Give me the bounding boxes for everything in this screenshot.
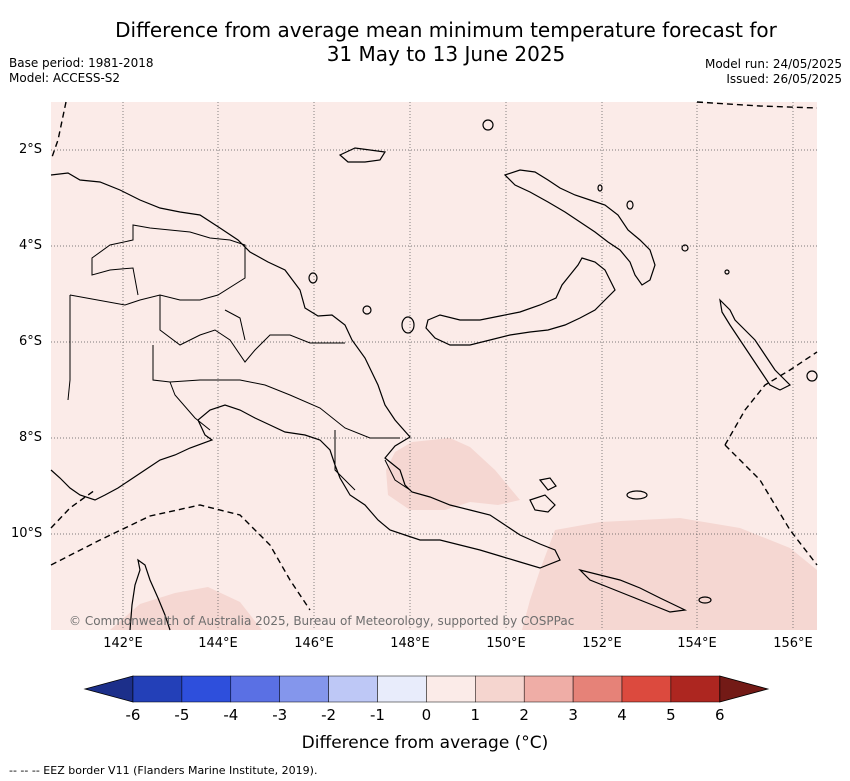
map-title: Difference from average mean minimum tem… [60, 18, 832, 66]
anomaly-patch-gulf [386, 438, 520, 510]
model-run: Model run: 24/05/2025 [704, 57, 842, 71]
lon-label-146e: 146°E [294, 636, 334, 651]
colorbar-swatch [621, 675, 672, 703]
colorbar-tick-label: 6 [715, 706, 725, 724]
title-line-2: 31 May to 13 June 2025 [326, 42, 566, 66]
colorbar-swatch [475, 675, 525, 703]
anomaly-patch-southeast [522, 518, 817, 630]
colorbar-swatch [377, 675, 427, 703]
eez-borders [50, 101, 818, 611]
lon-label-152e: 152°E [582, 636, 622, 651]
colorbar-tick-label: 3 [568, 706, 578, 724]
colorbar-title: Difference from average (°C) [301, 733, 549, 753]
colorbar-tick-label: 4 [617, 706, 627, 724]
colorbar [83, 675, 770, 703]
lon-label-144e: 144°E [198, 636, 238, 651]
anomaly-patch-southwest [110, 587, 262, 630]
colorbar-tick-label: -2 [321, 706, 337, 724]
colorbar-extension-high [719, 675, 770, 703]
colorbar-swatch [230, 675, 280, 703]
colorbar-tick-label: -6 [125, 706, 141, 724]
colorbar-swatch [523, 675, 574, 703]
colorbar-swatch [572, 675, 623, 703]
colorbar-extension-low [83, 675, 134, 703]
colorbar-tick-label: -3 [272, 706, 288, 724]
colorbar-tick-label: 5 [666, 706, 676, 724]
colorbar-swatch [279, 675, 329, 703]
coastlines [50, 119, 818, 631]
colorbar-tick-label: -5 [174, 706, 190, 724]
lat-label-4s: 4°S [19, 238, 43, 253]
gridlines [51, 102, 817, 630]
base-period: Base period: 1981-2018 [9, 56, 154, 70]
colorbar-tick-label: -1 [370, 706, 385, 724]
colorbar-tick-label: 0 [421, 706, 432, 724]
lon-label-156e: 156°E [773, 636, 813, 651]
lon-label-148e: 148°E [390, 636, 430, 651]
colorbar-swatch [132, 675, 183, 703]
lat-label-6s: 6°S [19, 334, 43, 349]
province-borders [67, 224, 411, 491]
lat-label-10s: 10°S [11, 526, 43, 541]
lat-label-2s: 2°S [19, 142, 43, 157]
copyright-notice: © Commonwealth of Australia 2025, Bureau… [69, 614, 575, 628]
colorbar-swatch [426, 675, 476, 703]
meta-left: Base period: 1981-2018 Model: ACCESS-S2 [9, 56, 154, 86]
lon-label-154e: 154°E [677, 636, 717, 651]
colorbar-swatch [670, 675, 721, 703]
colorbar-tick-label: 1 [470, 706, 481, 724]
colorbar-tick-label: -4 [223, 706, 239, 724]
colorbar-swatch [181, 675, 232, 703]
lat-label-8s: 8°S [19, 430, 43, 445]
colorbar-swatch [328, 675, 378, 703]
title-line-1: Difference from average mean minimum tem… [115, 18, 777, 42]
issued-date: Issued: 26/05/2025 [726, 72, 842, 86]
lon-label-150e: 150°E [486, 636, 526, 651]
model-name: Model: ACCESS-S2 [9, 71, 121, 85]
colorbar-tick-label: 2 [519, 706, 529, 724]
meta-right: Model run: 24/05/2025 Issued: 26/05/2025 [705, 57, 842, 87]
eez-legend-note: -- -- -- EEZ border V11 (Flanders Marine… [9, 764, 318, 777]
lon-label-142e: 142°E [103, 636, 143, 651]
